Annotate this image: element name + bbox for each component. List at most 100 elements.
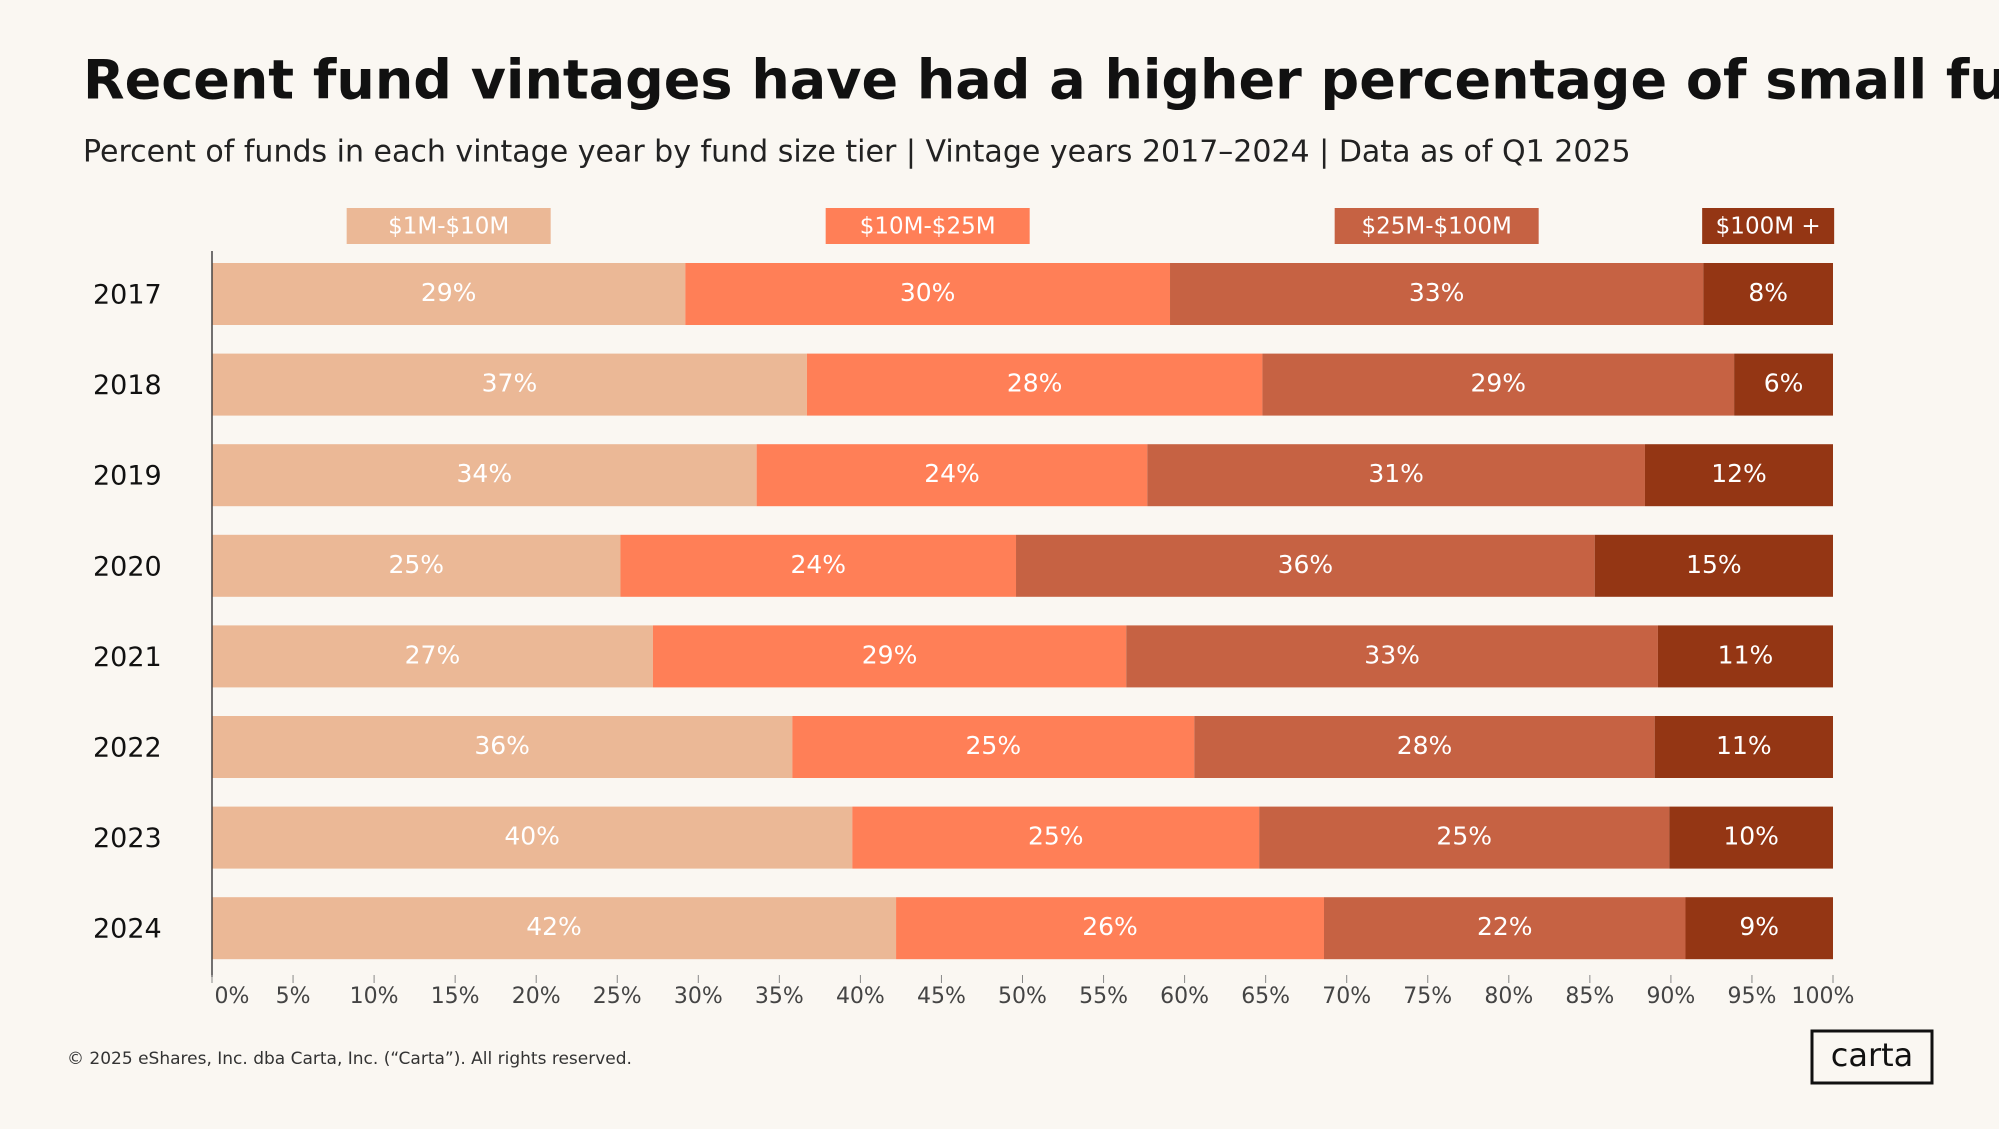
legend-swatch <box>346 208 551 244</box>
chart-subtitle: Percent of funds in each vintage year by… <box>83 135 1631 170</box>
y-tick-label: 2017 <box>93 280 162 311</box>
data-label: 29% <box>421 278 477 307</box>
y-tick-label: 2023 <box>93 823 162 854</box>
bar-segment <box>1594 534 1833 597</box>
data-label: 42% <box>526 912 582 941</box>
x-tick-label: 80% <box>1484 984 1533 1009</box>
x-tick-label: 45% <box>917 984 966 1009</box>
data-label: 31% <box>1368 459 1424 488</box>
legend-label: $100M + <box>1716 214 1821 240</box>
logo: carta <box>1831 1036 1914 1074</box>
data-label: 22% <box>1477 912 1533 941</box>
data-label: 25% <box>1436 822 1492 851</box>
data-label: 33% <box>1409 278 1465 307</box>
bar-segment <box>1262 353 1735 416</box>
logo-box <box>1810 1029 1934 1085</box>
x-tick-label: 40% <box>836 984 885 1009</box>
data-label: 40% <box>504 822 560 851</box>
bar-segment <box>1685 897 1833 960</box>
x-tick-label: 60% <box>1160 984 1209 1009</box>
bar-segment <box>1147 444 1645 507</box>
x-tick-label: 20% <box>512 984 561 1009</box>
data-label: 29% <box>862 640 918 669</box>
data-label: 28% <box>1007 369 1063 398</box>
bar-segment <box>620 534 1017 597</box>
y-tick-label: 2018 <box>93 370 162 401</box>
data-label: 29% <box>1470 369 1526 398</box>
data-label: 30% <box>900 278 956 307</box>
x-tick-label: 100% <box>1792 984 1855 1009</box>
data-label: 12% <box>1711 459 1767 488</box>
bar-segment <box>1170 263 1704 325</box>
y-tick-label: 2019 <box>93 461 162 492</box>
data-label: 34% <box>457 459 513 488</box>
bar-segment <box>1669 806 1833 869</box>
data-label: 25% <box>1028 822 1084 851</box>
data-label: 28% <box>1397 731 1453 760</box>
x-tick-label: 35% <box>755 984 804 1009</box>
chart-title: Recent fund vintages have had a higher p… <box>83 49 1999 112</box>
y-tick-label: 2020 <box>93 551 162 582</box>
bar-segment <box>1324 897 1686 960</box>
bar-segment <box>852 806 1260 869</box>
data-label: 8% <box>1748 278 1788 307</box>
x-tick-label: 65% <box>1241 984 1290 1009</box>
bar-segment <box>685 263 1171 325</box>
bar-segment <box>1654 716 1833 778</box>
x-tick-label: 90% <box>1646 984 1695 1009</box>
bar-segment <box>756 444 1148 507</box>
data-label: 37% <box>482 369 538 398</box>
bar-segment <box>1734 353 1833 416</box>
legend-label: $25M-$100M <box>1361 214 1511 240</box>
data-label: 36% <box>1278 550 1334 579</box>
legend-swatch <box>825 208 1030 244</box>
data-label: 11% <box>1718 640 1774 669</box>
bar-segment <box>896 897 1325 960</box>
y-tick-label: 2024 <box>93 914 162 945</box>
data-label: 27% <box>405 640 461 669</box>
bar-segment <box>806 353 1263 416</box>
x-tick-label: 50% <box>998 984 1047 1009</box>
bar-segment <box>212 806 853 869</box>
x-tick-label: 15% <box>431 984 480 1009</box>
footer: © 2025 eShares, Inc. dba Carta, Inc. (“C… <box>67 1049 632 1069</box>
x-tick-label: 55% <box>1079 984 1128 1009</box>
x-tick-label: 30% <box>674 984 723 1009</box>
bar-segment <box>212 897 897 960</box>
bar-segment <box>212 534 621 597</box>
bar-segment <box>792 716 1195 778</box>
x-tick-label: 25% <box>593 984 642 1009</box>
x-tick-label: 95% <box>1727 984 1776 1009</box>
data-label: 33% <box>1364 640 1420 669</box>
x-tick-label: 75% <box>1403 984 1452 1009</box>
data-label: 24% <box>790 550 846 579</box>
bar-segment <box>212 353 807 416</box>
data-label: 26% <box>1082 912 1138 941</box>
bar-segment <box>212 444 757 507</box>
data-label: 15% <box>1686 550 1742 579</box>
bar-segment <box>1703 263 1833 325</box>
bar-segment <box>1126 625 1658 688</box>
x-tick-label: 5% <box>276 984 311 1009</box>
bar-segment <box>212 625 653 688</box>
x-tick-label: 10% <box>350 984 399 1009</box>
bar-segment <box>1194 716 1655 778</box>
data-label: 9% <box>1739 912 1779 941</box>
x-tick-label: 70% <box>1322 984 1371 1009</box>
y-tick-label: 2022 <box>93 733 162 764</box>
data-label: 10% <box>1723 822 1779 851</box>
bar-segment <box>1644 444 1833 507</box>
data-label: 25% <box>388 550 444 579</box>
legend-label: $1M-$10M <box>388 214 509 240</box>
data-label: 36% <box>474 731 530 760</box>
legend-swatch <box>1702 208 1835 244</box>
bar-segment <box>1259 806 1670 869</box>
data-label: 24% <box>924 459 980 488</box>
bar-segment <box>212 263 686 325</box>
bar-segment <box>1657 625 1833 688</box>
legend-label: $10M-$25M <box>860 214 996 240</box>
x-tick-label: 0% <box>215 984 250 1009</box>
data-label: 25% <box>966 731 1022 760</box>
bar-segment <box>652 625 1127 688</box>
